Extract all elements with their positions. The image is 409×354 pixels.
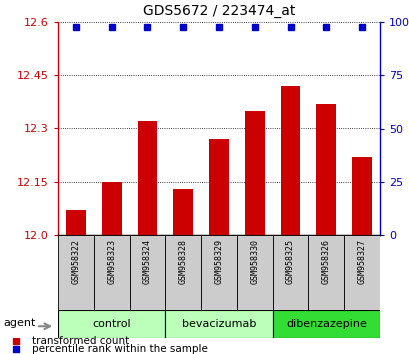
Bar <box>165 310 272 338</box>
Bar <box>165 235 201 310</box>
Text: GSM958326: GSM958326 <box>321 239 330 284</box>
Bar <box>272 235 308 310</box>
Text: GSM958330: GSM958330 <box>249 239 258 284</box>
Text: GSM958328: GSM958328 <box>178 239 187 284</box>
Bar <box>236 235 272 310</box>
Bar <box>58 235 94 310</box>
Text: agent: agent <box>3 318 35 327</box>
Bar <box>272 310 379 338</box>
Text: GSM958329: GSM958329 <box>214 239 223 284</box>
Bar <box>58 310 165 338</box>
Text: transformed count: transformed count <box>32 336 129 346</box>
Text: dibenzazepine: dibenzazepine <box>285 319 366 329</box>
Text: percentile rank within the sample: percentile rank within the sample <box>32 344 207 354</box>
Title: GDS5672 / 223474_at: GDS5672 / 223474_at <box>142 4 294 18</box>
Bar <box>137 121 157 235</box>
Text: control: control <box>92 319 130 329</box>
Text: GSM958324: GSM958324 <box>143 239 152 284</box>
Bar <box>129 235 165 310</box>
Text: GSM958327: GSM958327 <box>357 239 366 284</box>
Bar <box>66 210 85 235</box>
Bar <box>244 111 264 235</box>
Bar <box>201 235 236 310</box>
Bar <box>94 235 129 310</box>
Bar <box>344 235 379 310</box>
Text: GSM958325: GSM958325 <box>285 239 294 284</box>
Bar <box>101 182 121 235</box>
Bar <box>308 235 344 310</box>
Bar <box>316 104 335 235</box>
Bar <box>351 157 371 235</box>
Text: GSM958323: GSM958323 <box>107 239 116 284</box>
Bar <box>280 86 300 235</box>
Bar <box>209 139 228 235</box>
Text: bevacizumab: bevacizumab <box>181 319 256 329</box>
Text: GSM958322: GSM958322 <box>71 239 80 284</box>
Bar <box>173 189 193 235</box>
